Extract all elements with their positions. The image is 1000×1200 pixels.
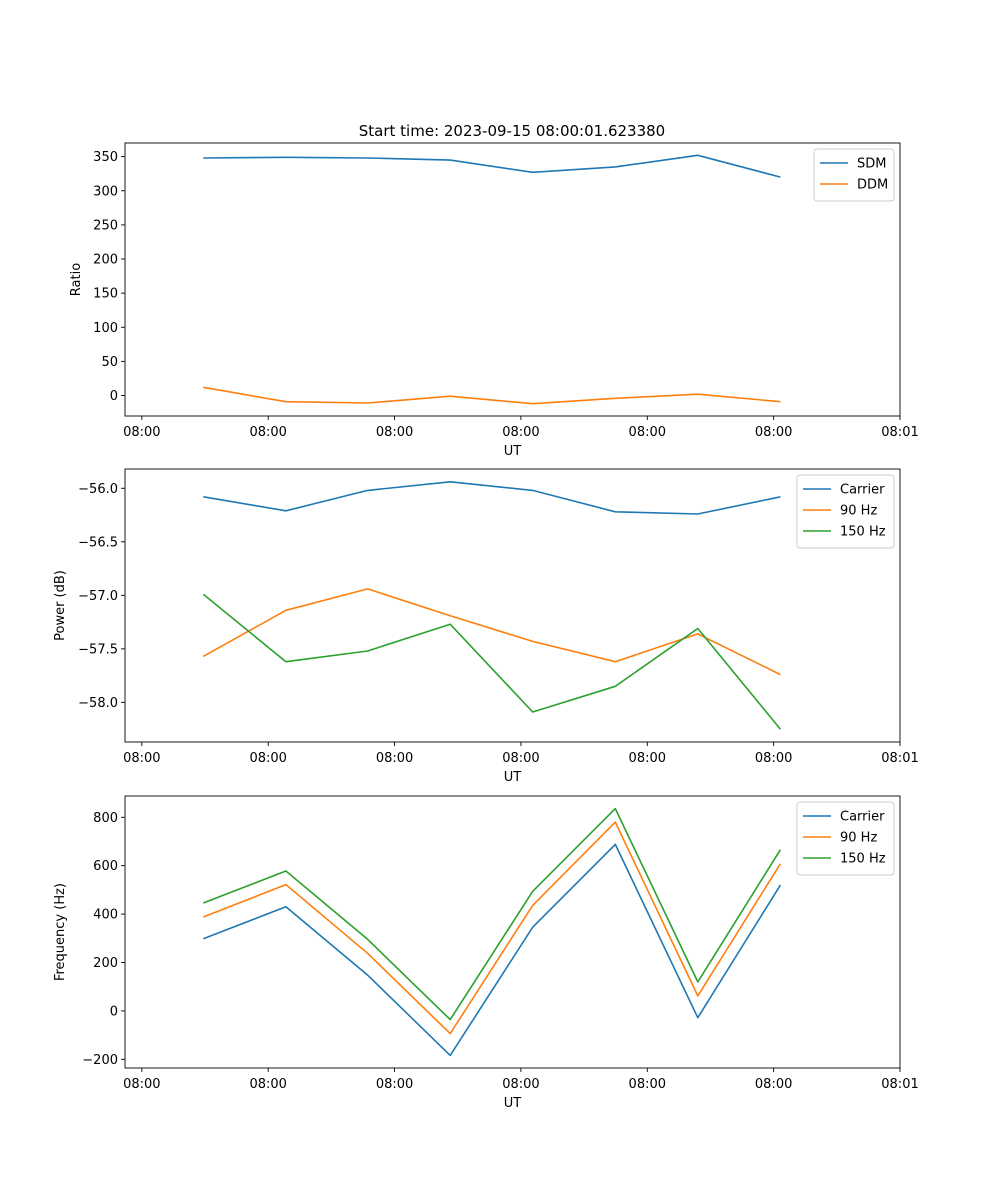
series-line-carrier: [203, 843, 782, 1057]
power-subplot: 08:00 08:00 08:00 08:00 08:00 08:00 08:01 −56.0…: [53, 468, 919, 785]
y-tick-label: 0: [110, 1004, 118, 1019]
series-line-ddm: [203, 386, 781, 405]
y-tick-label: 0: [110, 389, 118, 404]
y-tick-label: −57.0: [78, 589, 118, 604]
x-tick-label: 08:00: [755, 1077, 792, 1092]
x-axis-label: UT: [504, 1096, 522, 1111]
frequency-subplot: 08:00 08:00 08:00 08:00 08:00 08:00 08:01 −200 0…: [53, 795, 919, 1111]
legend-label: 150 Hz: [840, 525, 886, 540]
axes-frame: [124, 795, 901, 1069]
x-tick-label: 08:00: [502, 1077, 539, 1092]
legend-box: [796, 474, 895, 549]
y-tick-label: 800: [93, 811, 118, 826]
x-tick-label: 08:01: [881, 425, 918, 440]
x-axis-label: UT: [504, 444, 522, 459]
series-line-150-hz: [203, 807, 782, 1021]
x-tick-label: 08:01: [881, 1077, 918, 1092]
x-tick-label: 08:00: [629, 425, 666, 440]
y-tick-label: 600: [93, 859, 118, 874]
x-tick-label: 08:00: [629, 1077, 666, 1092]
series-line-carrier: [203, 480, 781, 515]
y-axis-label: Frequency (Hz): [53, 883, 68, 981]
legend-box: [796, 801, 895, 876]
legend: Carrier 90 Hz 150 Hz: [796, 801, 895, 876]
y-tick-label: −57.5: [78, 642, 118, 657]
x-tick-label: 08:00: [755, 425, 792, 440]
x-tick-label: 08:00: [755, 751, 792, 766]
x-tick-label: 08:00: [249, 425, 286, 440]
axes-frame: [124, 142, 901, 417]
y-tick-label: −58.0: [78, 696, 118, 711]
legend-label: 90 Hz: [840, 504, 877, 519]
y-tick-label: 100: [93, 321, 118, 336]
y-tick-label: 200: [93, 956, 118, 971]
y-tick-label: 200: [93, 253, 118, 268]
y-tick-label: −56.5: [78, 535, 118, 550]
x-tick-label: 08:00: [376, 751, 413, 766]
y-tick-label: −56.0: [78, 482, 118, 497]
legend-box: [813, 148, 895, 202]
legend-label: 90 Hz: [840, 831, 877, 846]
legend-label: DDM: [857, 178, 888, 193]
x-tick-label: 08:00: [123, 425, 160, 440]
x-tick-label: 08:00: [502, 751, 539, 766]
x-tick-label: 08:00: [249, 1077, 286, 1092]
y-tick-label: 150: [93, 287, 118, 302]
x-tick-label: 08:00: [629, 751, 666, 766]
axes-frame: [124, 468, 901, 743]
x-tick-label: 08:00: [249, 751, 286, 766]
x-tick-label: 08:01: [881, 751, 918, 766]
series-line-sdm: [203, 154, 781, 178]
ratio-subplot: 08:00 08:00 08:00 08:00 08:00 08:00 08:01 0 50 10…: [69, 142, 919, 459]
x-tick-label: 08:00: [376, 425, 413, 440]
y-tick-label: 300: [93, 184, 118, 199]
x-tick-label: 08:00: [123, 1077, 160, 1092]
x-tick-label: 08:00: [123, 751, 160, 766]
x-tick-label: 08:00: [502, 425, 539, 440]
y-tick-label: 400: [93, 908, 118, 923]
legend-label: SDM: [857, 157, 886, 172]
figure-title: Start time: 2023-09-15 08:00:01.623380: [359, 122, 665, 140]
y-tick-label: −200: [82, 1053, 118, 1068]
legend: Carrier 90 Hz 150 Hz: [796, 474, 895, 549]
x-tick-label: 08:00: [376, 1077, 413, 1092]
y-tick-label: 50: [101, 355, 118, 370]
y-tick-label: 250: [93, 218, 118, 233]
series-line-150-hz: [202, 593, 782, 730]
legend-label: 150 Hz: [840, 852, 886, 867]
y-axis-label: Ratio: [69, 263, 84, 296]
legend: SDM DDM: [813, 148, 895, 202]
series-line-90-hz: [203, 821, 782, 1035]
legend-label: Carrier: [840, 810, 885, 825]
x-axis-label: UT: [504, 770, 522, 785]
legend-label: Carrier: [840, 483, 885, 498]
y-axis-label: Power (dB): [53, 570, 68, 641]
y-tick-label: 350: [93, 150, 118, 165]
